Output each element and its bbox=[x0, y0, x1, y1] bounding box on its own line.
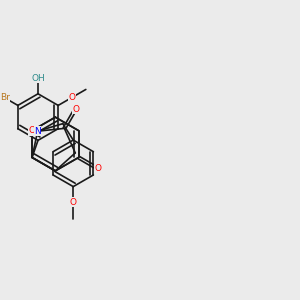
Text: O: O bbox=[72, 104, 79, 113]
Text: O: O bbox=[94, 164, 101, 173]
Text: O: O bbox=[28, 126, 36, 135]
Text: O: O bbox=[68, 93, 75, 102]
Text: O: O bbox=[70, 198, 77, 207]
Text: OH: OH bbox=[31, 74, 45, 83]
Text: N: N bbox=[34, 127, 41, 136]
Text: Br: Br bbox=[0, 94, 10, 103]
